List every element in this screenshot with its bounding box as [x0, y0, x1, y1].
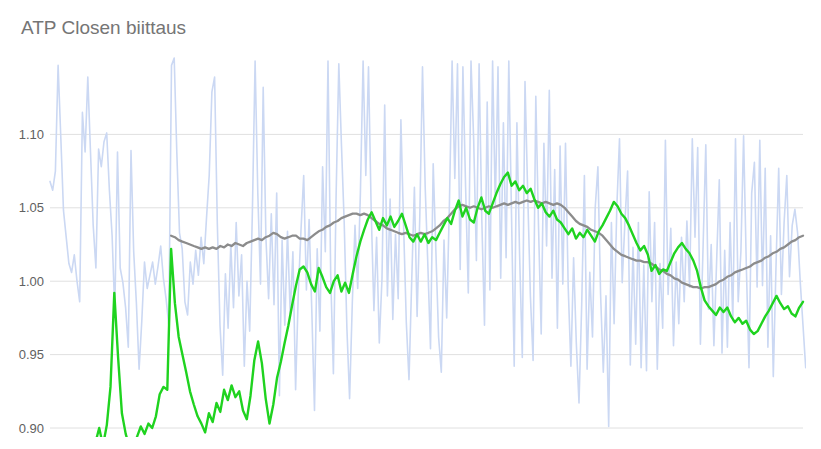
y-tick-label: 0.95	[19, 347, 44, 362]
y-tick-label: 1.00	[19, 274, 44, 289]
y-axis-labels: 0.90 0.95 1.00 1.05 1.10	[19, 127, 44, 436]
series-lines	[50, 58, 806, 449]
y-tick-label: 0.90	[19, 421, 44, 436]
y-tick-label: 1.05	[19, 200, 44, 215]
line-chart: ATP Closen biittaus 0.900.951.001.051.10	[0, 0, 821, 449]
y-tick-label: 1.10	[19, 127, 44, 142]
plot-area: 0.90 0.95 1.00 1.05 1.10	[0, 0, 821, 449]
